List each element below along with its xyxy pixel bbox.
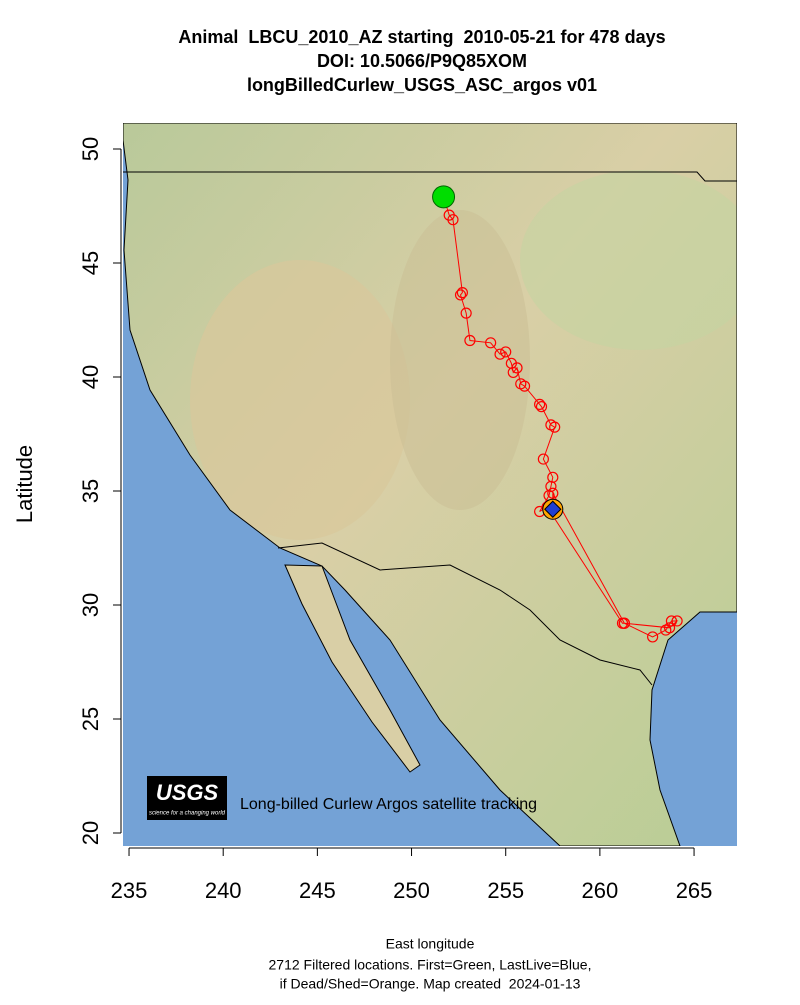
y-tick-label: 35 — [78, 479, 103, 503]
location-point — [547, 487, 559, 499]
x-axis-label: East longitude — [386, 936, 475, 952]
location-point — [665, 615, 678, 627]
y-tick-label: 30 — [78, 593, 103, 617]
y-tick-label: 40 — [78, 365, 103, 389]
chart-title: DOI: 10.5066/P9Q85XOM — [317, 51, 527, 71]
track-line — [443, 196, 679, 638]
logo-text: USGS — [156, 780, 219, 805]
y-tick-label: 50 — [78, 137, 103, 161]
y-tick-label: 25 — [78, 707, 103, 731]
location-point — [549, 421, 561, 433]
x-tick-label: 255 — [487, 878, 524, 903]
location-point — [518, 380, 531, 392]
x-tick-label: 265 — [676, 878, 713, 903]
x-tick-label: 235 — [111, 878, 148, 903]
location-point — [494, 348, 506, 360]
y-tick-label: 45 — [78, 251, 103, 275]
x-tick-label: 240 — [205, 878, 242, 903]
chart-title: Animal LBCU_2010_AZ starting 2010-05-21 … — [178, 27, 665, 47]
x-tick-label: 245 — [299, 878, 336, 903]
first-location — [432, 185, 456, 209]
x-tick-label: 260 — [582, 878, 619, 903]
location-point — [500, 346, 512, 358]
location-point — [647, 631, 659, 643]
chart-title: longBilledCurlew_USGS_ASC_argos v01 — [247, 75, 597, 95]
location-point — [618, 617, 630, 629]
caption: 2712 Filtered locations. First=Green, La… — [269, 957, 592, 973]
location-point — [671, 615, 683, 627]
location-point — [447, 214, 459, 226]
last-location — [544, 500, 562, 518]
location-point — [454, 289, 467, 301]
location-point — [460, 307, 472, 319]
location-point — [485, 337, 497, 349]
y-axis-label: Latitude — [12, 445, 37, 523]
logo-tagline: science for a changing world — [149, 811, 226, 817]
location-point — [535, 401, 548, 413]
y-tick-label: 20 — [78, 821, 103, 845]
map-background — [123, 123, 737, 846]
location-point — [511, 362, 523, 374]
location-point — [464, 334, 476, 347]
logo-box — [147, 776, 227, 820]
location-point — [537, 453, 549, 465]
x-tick-label: 250 — [393, 878, 430, 903]
location-point — [456, 287, 468, 299]
location-point — [534, 398, 546, 410]
caption: if Dead/Shed=Orange. Map created 2024-01… — [280, 976, 581, 992]
annotation: Long-billed Curlew Argos satellite track… — [240, 796, 537, 813]
location-point — [663, 622, 676, 634]
